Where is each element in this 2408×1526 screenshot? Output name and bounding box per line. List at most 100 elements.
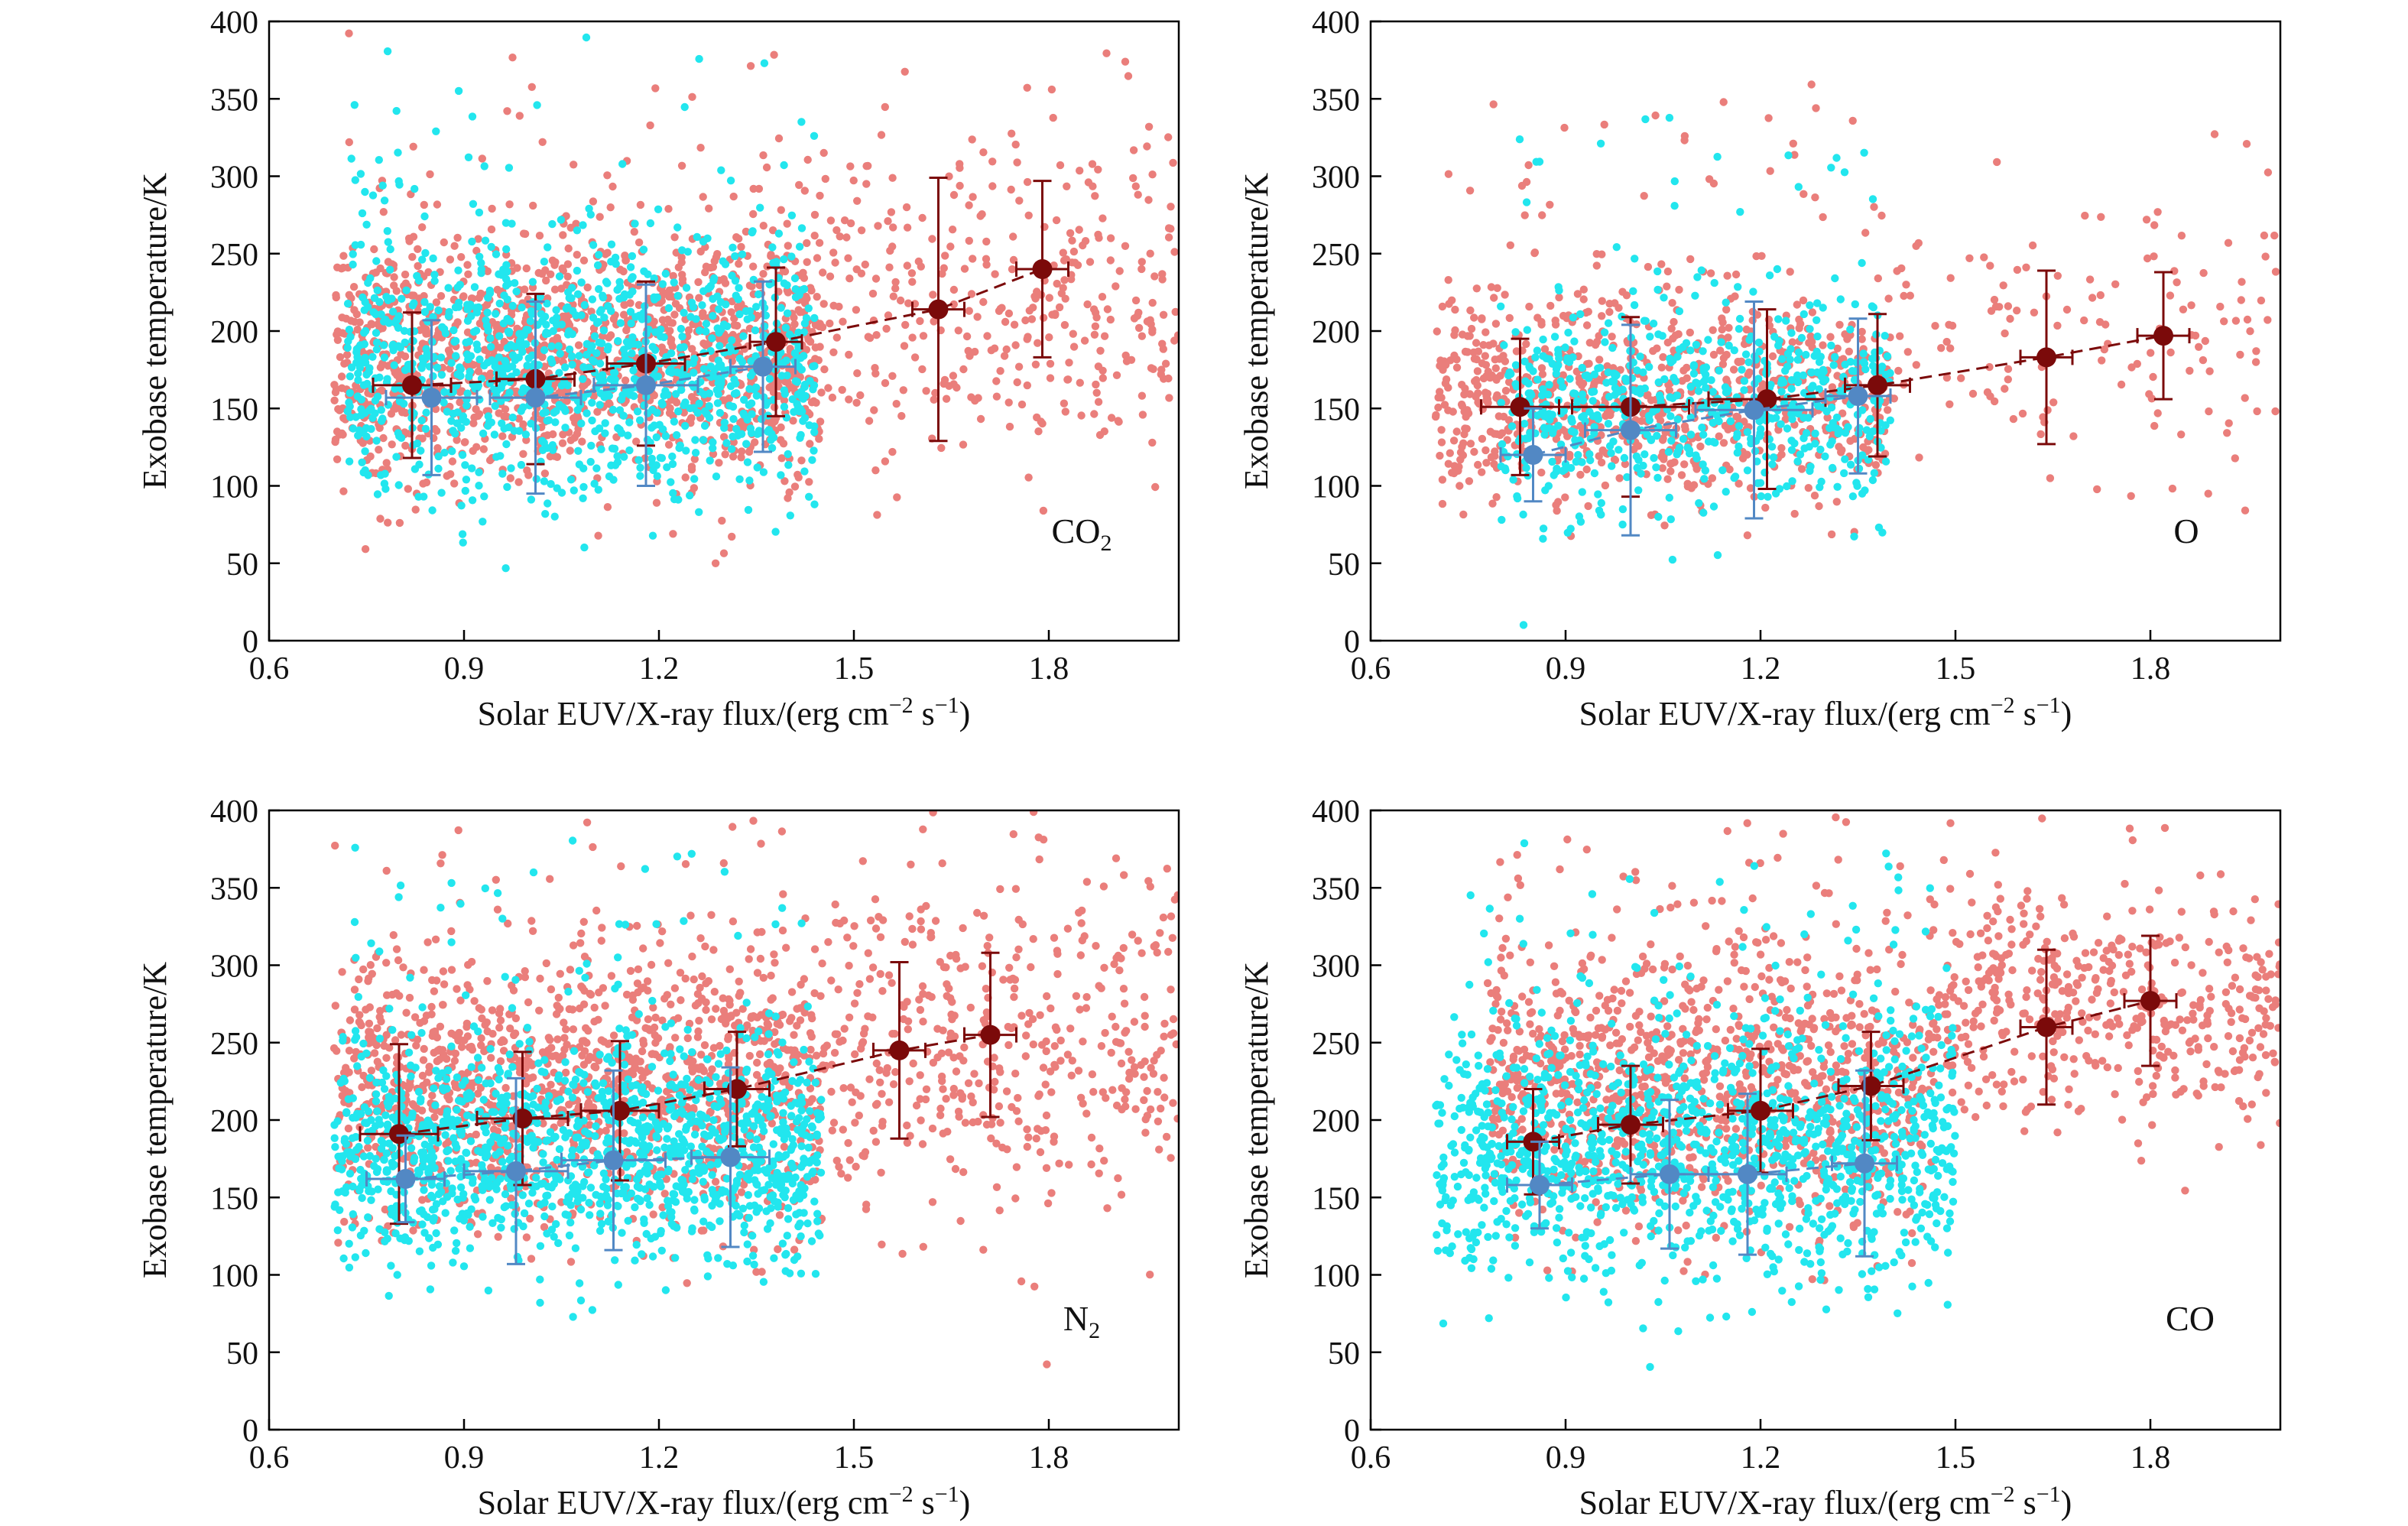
sample-point xyxy=(2224,239,2233,247)
x-tick-label: 1.5 xyxy=(834,651,875,687)
sample-point xyxy=(1481,328,1490,336)
sample-point xyxy=(414,245,422,253)
sample-point xyxy=(411,465,420,473)
sample-point xyxy=(350,101,359,109)
sample-point xyxy=(658,280,667,288)
sample-point xyxy=(1768,460,1777,469)
sample-point xyxy=(518,388,526,397)
sample-point xyxy=(1011,140,1020,149)
sample-point xyxy=(358,209,367,218)
sample-point xyxy=(378,359,387,368)
sample-point xyxy=(378,181,387,190)
sample-point xyxy=(615,406,625,414)
sample-point xyxy=(901,320,910,330)
sample-point xyxy=(2147,349,2155,357)
sample-point xyxy=(562,304,570,313)
sample-point xyxy=(1112,371,1121,379)
sample-point xyxy=(1618,520,1627,529)
sample-point xyxy=(797,118,806,126)
sample-point xyxy=(595,373,604,382)
sample-point xyxy=(771,403,779,411)
sample-point xyxy=(433,427,441,435)
sample-point xyxy=(1942,337,1951,346)
sample-point xyxy=(1146,249,1154,258)
sample-point xyxy=(430,277,439,285)
sample-point xyxy=(1673,391,1682,400)
sample-point xyxy=(2205,407,2213,416)
sample-point xyxy=(1653,267,1662,276)
sample-point xyxy=(760,322,769,331)
sample-point xyxy=(519,450,527,458)
sample-point xyxy=(1754,338,1764,347)
sample-point xyxy=(2001,329,2009,338)
sample-point xyxy=(1450,331,1459,339)
sample-point xyxy=(988,157,997,166)
sample-point xyxy=(396,343,404,352)
sample-point xyxy=(965,201,973,209)
sample-point xyxy=(636,463,644,472)
sample-point xyxy=(1553,506,1561,515)
sample-point xyxy=(1797,465,1806,473)
sample-point xyxy=(748,227,757,235)
sample-point xyxy=(443,407,452,416)
x-axis-label: Solar EUV/X-ray flux/(erg cm−2 s−1) xyxy=(1579,693,2072,732)
sample-point xyxy=(603,346,612,354)
sample-point xyxy=(800,284,809,294)
sample-point xyxy=(2028,241,2037,250)
sample-point xyxy=(487,242,495,252)
sample-point xyxy=(774,1245,782,1254)
sample-point xyxy=(367,320,375,328)
sample-point xyxy=(1666,412,1675,420)
sample-point xyxy=(704,977,713,985)
sample-point xyxy=(816,343,824,351)
sample-point xyxy=(1488,499,1497,508)
sample-point xyxy=(668,452,677,461)
sample-point xyxy=(1560,123,1569,132)
sample-point xyxy=(729,366,738,375)
sample-point xyxy=(931,388,940,398)
sample-point xyxy=(356,240,365,249)
sample-point xyxy=(418,223,427,232)
sample-point xyxy=(709,444,717,453)
sample-point xyxy=(1436,362,1444,370)
sample-point xyxy=(1129,174,1137,183)
sample-point xyxy=(1481,361,1491,369)
sample-point xyxy=(1106,256,1115,265)
sample-point xyxy=(1675,345,1683,354)
sample-point xyxy=(511,279,519,287)
sample-point xyxy=(1046,374,1055,382)
sample-point xyxy=(503,107,511,115)
sample-point xyxy=(789,417,797,425)
sample-point xyxy=(873,511,881,519)
sample-point xyxy=(1823,414,1832,422)
sample-point xyxy=(1732,433,1741,441)
sample-point xyxy=(1709,388,1717,396)
sample-point xyxy=(2253,407,2261,416)
sample-point xyxy=(1524,161,1533,170)
sample-point xyxy=(437,371,446,379)
sample-point xyxy=(759,151,768,160)
sample-point xyxy=(570,486,578,495)
sample-point xyxy=(1630,445,1638,454)
sample-point xyxy=(1079,241,1087,250)
mean-point xyxy=(766,332,786,352)
sample-point xyxy=(2204,489,2212,498)
sample-point xyxy=(453,283,462,292)
sample-point xyxy=(857,226,866,235)
sample-point xyxy=(1490,430,1499,438)
sample-point xyxy=(498,469,507,478)
sample-point xyxy=(432,298,441,307)
sample-point xyxy=(1793,378,1803,387)
sample-point xyxy=(730,375,738,384)
sample-point xyxy=(594,531,602,540)
sample-point xyxy=(635,311,644,320)
sample-point xyxy=(693,232,701,242)
sample-point xyxy=(557,382,566,390)
sample-point xyxy=(820,365,829,374)
sample-point xyxy=(1045,294,1054,302)
sample-point xyxy=(1835,320,1844,329)
sample-point xyxy=(1498,515,1506,524)
sample-point xyxy=(1498,429,1507,437)
sample-point xyxy=(331,437,339,446)
sample-point xyxy=(826,216,836,225)
